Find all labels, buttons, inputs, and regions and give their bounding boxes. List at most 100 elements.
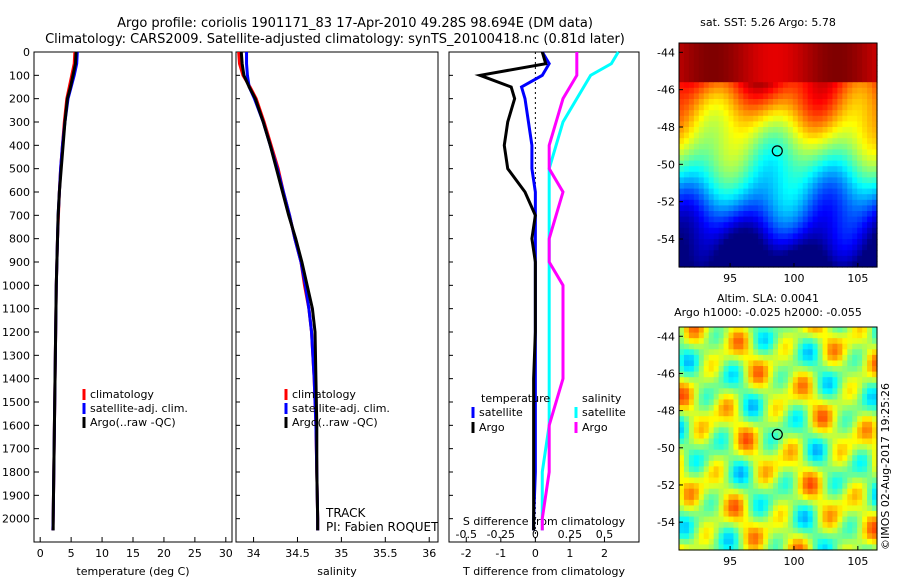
map-cell bbox=[768, 354, 774, 362]
map-cell bbox=[812, 48, 819, 55]
map-title: Altim. SLA: 0.0041 bbox=[717, 292, 819, 305]
map-cell bbox=[733, 244, 739, 251]
map-cell bbox=[842, 477, 848, 484]
map-cell bbox=[822, 360, 829, 367]
map-cell bbox=[847, 155, 853, 162]
map-cell bbox=[837, 244, 843, 251]
map-cell bbox=[778, 393, 784, 401]
map-cell bbox=[768, 211, 774, 218]
map-cell bbox=[748, 110, 754, 117]
map-cell bbox=[802, 544, 809, 551]
map-cell bbox=[733, 332, 739, 339]
map-cell bbox=[782, 510, 789, 518]
map-cell bbox=[703, 471, 710, 479]
legend-label: satellite-adj. clim. bbox=[90, 402, 188, 415]
map-cell bbox=[748, 255, 754, 262]
map-cell bbox=[703, 199, 710, 206]
map-cell bbox=[812, 155, 819, 162]
map-cell bbox=[753, 250, 759, 257]
map-cell bbox=[807, 483, 814, 490]
map-cell bbox=[778, 371, 784, 378]
map-cell bbox=[792, 199, 799, 206]
map-cell bbox=[792, 194, 799, 201]
map-cell bbox=[847, 115, 853, 122]
map-cell bbox=[698, 438, 705, 445]
map-cell bbox=[852, 227, 858, 234]
map-cell bbox=[743, 65, 749, 72]
map-cell bbox=[773, 222, 779, 229]
map-cell bbox=[688, 222, 695, 229]
map-cell bbox=[847, 171, 853, 178]
map-cell bbox=[753, 432, 759, 440]
map-cell bbox=[852, 155, 858, 162]
map-cell bbox=[748, 244, 754, 251]
map-cell bbox=[872, 405, 878, 412]
map-cell bbox=[822, 160, 829, 167]
map-cell bbox=[688, 48, 695, 55]
map-cell bbox=[708, 48, 715, 55]
map-cell bbox=[827, 338, 834, 345]
map-cell bbox=[728, 544, 735, 551]
map-cell bbox=[768, 104, 774, 111]
map-cell bbox=[748, 477, 754, 484]
map-cell bbox=[718, 160, 725, 167]
map-cell bbox=[773, 138, 779, 145]
map-cell bbox=[782, 166, 789, 173]
map-cell bbox=[708, 432, 715, 440]
map-cell bbox=[842, 377, 848, 384]
map-cell bbox=[708, 194, 715, 201]
map-cell bbox=[872, 382, 878, 389]
map-cell bbox=[802, 449, 809, 456]
map-cell bbox=[763, 505, 769, 512]
map-cell bbox=[778, 177, 784, 184]
map-cell bbox=[827, 132, 834, 139]
map-cell bbox=[842, 354, 848, 362]
map-cell bbox=[723, 360, 730, 367]
map-cell bbox=[822, 354, 829, 362]
map-cell bbox=[822, 427, 829, 434]
map-cell bbox=[758, 222, 764, 229]
map-cell bbox=[807, 366, 814, 373]
map-cell bbox=[867, 416, 873, 423]
map-cell bbox=[743, 449, 749, 456]
legend-title-salinity: salinity bbox=[582, 392, 622, 405]
map-cell bbox=[822, 505, 829, 512]
map-cell bbox=[782, 460, 789, 467]
map-cell bbox=[693, 483, 700, 490]
map-cell bbox=[688, 199, 695, 206]
map-cell bbox=[773, 460, 779, 467]
map-cell bbox=[847, 233, 853, 240]
map-cell bbox=[778, 354, 784, 362]
map-cell bbox=[778, 54, 784, 61]
map-cell bbox=[827, 255, 834, 262]
map-cell bbox=[862, 388, 868, 395]
map-cell bbox=[683, 222, 690, 229]
map-cell bbox=[748, 377, 754, 384]
map-cell bbox=[773, 405, 779, 412]
map-cell bbox=[847, 343, 853, 350]
legend-label: Argo bbox=[582, 421, 608, 434]
map-cell bbox=[688, 143, 695, 150]
map-cell bbox=[723, 533, 730, 540]
map-cell bbox=[683, 533, 690, 540]
map-cell bbox=[679, 222, 685, 229]
map-cell bbox=[782, 250, 789, 257]
map-cell bbox=[728, 121, 735, 128]
map-cell bbox=[679, 216, 685, 223]
map-cell bbox=[713, 455, 720, 462]
x-tick-label: -1 bbox=[495, 547, 506, 560]
map-cell bbox=[768, 449, 774, 456]
map-cell bbox=[679, 155, 685, 162]
map-cell bbox=[679, 138, 685, 145]
map-cell bbox=[723, 371, 730, 378]
map-cell bbox=[753, 138, 759, 145]
map-cell bbox=[872, 227, 878, 234]
map-cell bbox=[753, 421, 759, 428]
map-cell bbox=[768, 388, 774, 395]
map-cell bbox=[688, 427, 695, 434]
map-cell bbox=[728, 438, 735, 445]
map-cell bbox=[758, 110, 764, 117]
map-cell bbox=[827, 366, 834, 373]
map-cell bbox=[728, 471, 735, 479]
map-cell bbox=[792, 444, 799, 451]
